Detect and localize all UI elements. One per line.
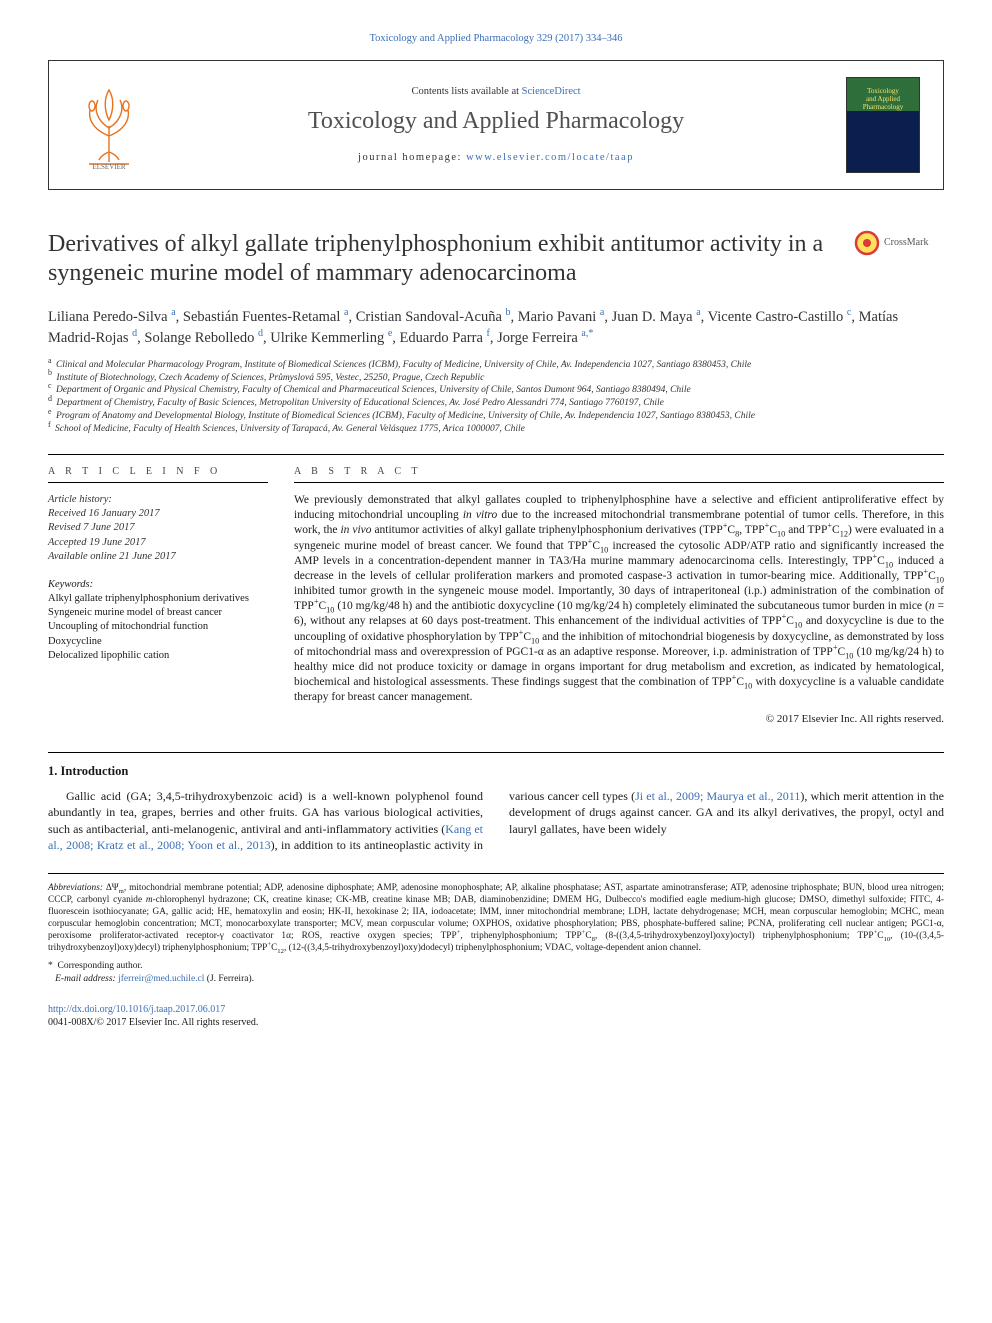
crossmark-icon [854, 230, 880, 256]
keywords: Keywords: Alkyl gallate triphenylphospho… [48, 578, 268, 663]
abbr-label: Abbreviations: [48, 883, 103, 893]
abbr-text: ΔΨm, mitochondrial membrane potential; A… [48, 883, 944, 953]
journal-title: Toxicology and Applied Pharmacology [308, 105, 684, 137]
cover-thumb-box: Toxicology and Applied Pharmacology [823, 61, 943, 189]
abstract-body: We previously demonstrated that alkyl ga… [294, 493, 944, 705]
history-2: Accepted 19 June 2017 [48, 537, 146, 548]
masthead: ELSEVIER Contents lists available at Sci… [48, 60, 944, 190]
page-root: Toxicology and Applied Pharmacology 329 … [0, 0, 992, 1077]
doi-block: http://dx.doi.org/10.1016/j.taap.2017.06… [48, 1003, 944, 1029]
affiliations: a Clinical and Molecular Pharmacology Pr… [48, 359, 944, 436]
corr-email-link[interactable]: jferreir@med.uchile.cl [118, 974, 204, 984]
corr-marker: * [48, 961, 53, 971]
abstract-copyright: © 2017 Elsevier Inc. All rights reserved… [294, 712, 944, 727]
article-info: A R T I C L E I N F O Article history: R… [48, 465, 268, 727]
running-head: Toxicology and Applied Pharmacology 329 … [48, 32, 944, 46]
affiliation-d: d Department of Chemistry, Faculty of Ba… [48, 397, 944, 410]
issn-line: 0041-008X/© 2017 Elsevier Inc. All right… [48, 1017, 258, 1028]
publisher-logo-box: ELSEVIER [49, 61, 169, 189]
corr-email-person: (J. Ferreira). [207, 974, 254, 984]
crossmark-label: CrossMark [884, 236, 928, 250]
divider-rule [48, 454, 944, 455]
section-1-heading: 1. Introduction [48, 763, 944, 780]
history-label: Article history: [48, 494, 112, 505]
homepage-prefix: journal homepage: [358, 152, 466, 163]
kw-0: Alkyl gallate triphenylphosphonium deriv… [48, 593, 249, 604]
history-3: Available online 21 June 2017 [48, 551, 176, 562]
publisher-logo-text: ELSEVIER [92, 163, 125, 170]
contents-line: Contents lists available at ScienceDirec… [411, 85, 580, 99]
email-label: E-mail address: [55, 974, 116, 984]
abstract: A B S T R A C T We previously demonstrat… [294, 465, 944, 727]
kw-1: Syngeneic murine model of breast cancer [48, 607, 222, 618]
kw-2: Uncoupling of mitochondrial function [48, 621, 208, 632]
doi-link[interactable]: http://dx.doi.org/10.1016/j.taap.2017.06… [48, 1004, 225, 1015]
elsevier-logo-icon: ELSEVIER [74, 80, 144, 170]
abstract-rule [294, 482, 944, 483]
author-list: Liliana Peredo-Silva a, Sebastián Fuente… [48, 307, 944, 349]
affiliation-c: c Department of Organic and Physical Che… [48, 384, 944, 397]
journal-homepage-link[interactable]: www.elsevier.com/locate/taap [466, 152, 634, 163]
affiliation-e: e Program of Anatomy and Developmental B… [48, 410, 944, 423]
info-rule [48, 482, 268, 483]
kw-4: Delocalized lipophilic cation [48, 650, 169, 661]
article-info-heading: A R T I C L E I N F O [48, 465, 268, 479]
footnotes: Abbreviations: ΔΨm, mitochondrial membra… [48, 882, 944, 985]
history-0: Received 16 January 2017 [48, 508, 160, 519]
affiliation-b: b Institute of Biotechnology, Czech Acad… [48, 372, 944, 385]
corresponding-author: * Corresponding author. E-mail address: … [48, 960, 944, 985]
masthead-center: Contents lists available at ScienceDirec… [169, 61, 823, 189]
article-history: Article history: Received 16 January 201… [48, 493, 268, 564]
journal-cover-icon: Toxicology and Applied Pharmacology [846, 77, 920, 173]
sciencedirect-link[interactable]: ScienceDirect [522, 86, 581, 97]
contents-prefix: Contents lists available at [411, 86, 521, 97]
history-1: Revised 7 June 2017 [48, 522, 135, 533]
kw-3: Doxycycline [48, 636, 102, 647]
affiliation-a: a Clinical and Molecular Pharmacology Pr… [48, 359, 944, 372]
body-columns: Gallic acid (GA; 3,4,5-trihydroxybenzoic… [48, 788, 944, 853]
affiliation-f: f School of Medicine, Faculty of Health … [48, 423, 944, 436]
abstract-heading: A B S T R A C T [294, 465, 944, 479]
homepage-line: journal homepage: www.elsevier.com/locat… [358, 151, 634, 165]
corr-text: Corresponding author. [58, 961, 143, 971]
article-title: Derivatives of alkyl gallate triphenylph… [48, 230, 840, 289]
title-row: Derivatives of alkyl gallate triphenylph… [48, 230, 944, 289]
intro-para-1: Gallic acid (GA; 3,4,5-trihydroxybenzoic… [48, 788, 944, 853]
footnotes-rule [48, 873, 944, 874]
info-abstract-row: A R T I C L E I N F O Article history: R… [48, 465, 944, 727]
crossmark-badge[interactable]: CrossMark [854, 230, 944, 256]
keywords-label: Keywords: [48, 578, 268, 592]
post-abstract-rule [48, 752, 944, 753]
cover-line-3: Pharmacology [863, 104, 903, 112]
